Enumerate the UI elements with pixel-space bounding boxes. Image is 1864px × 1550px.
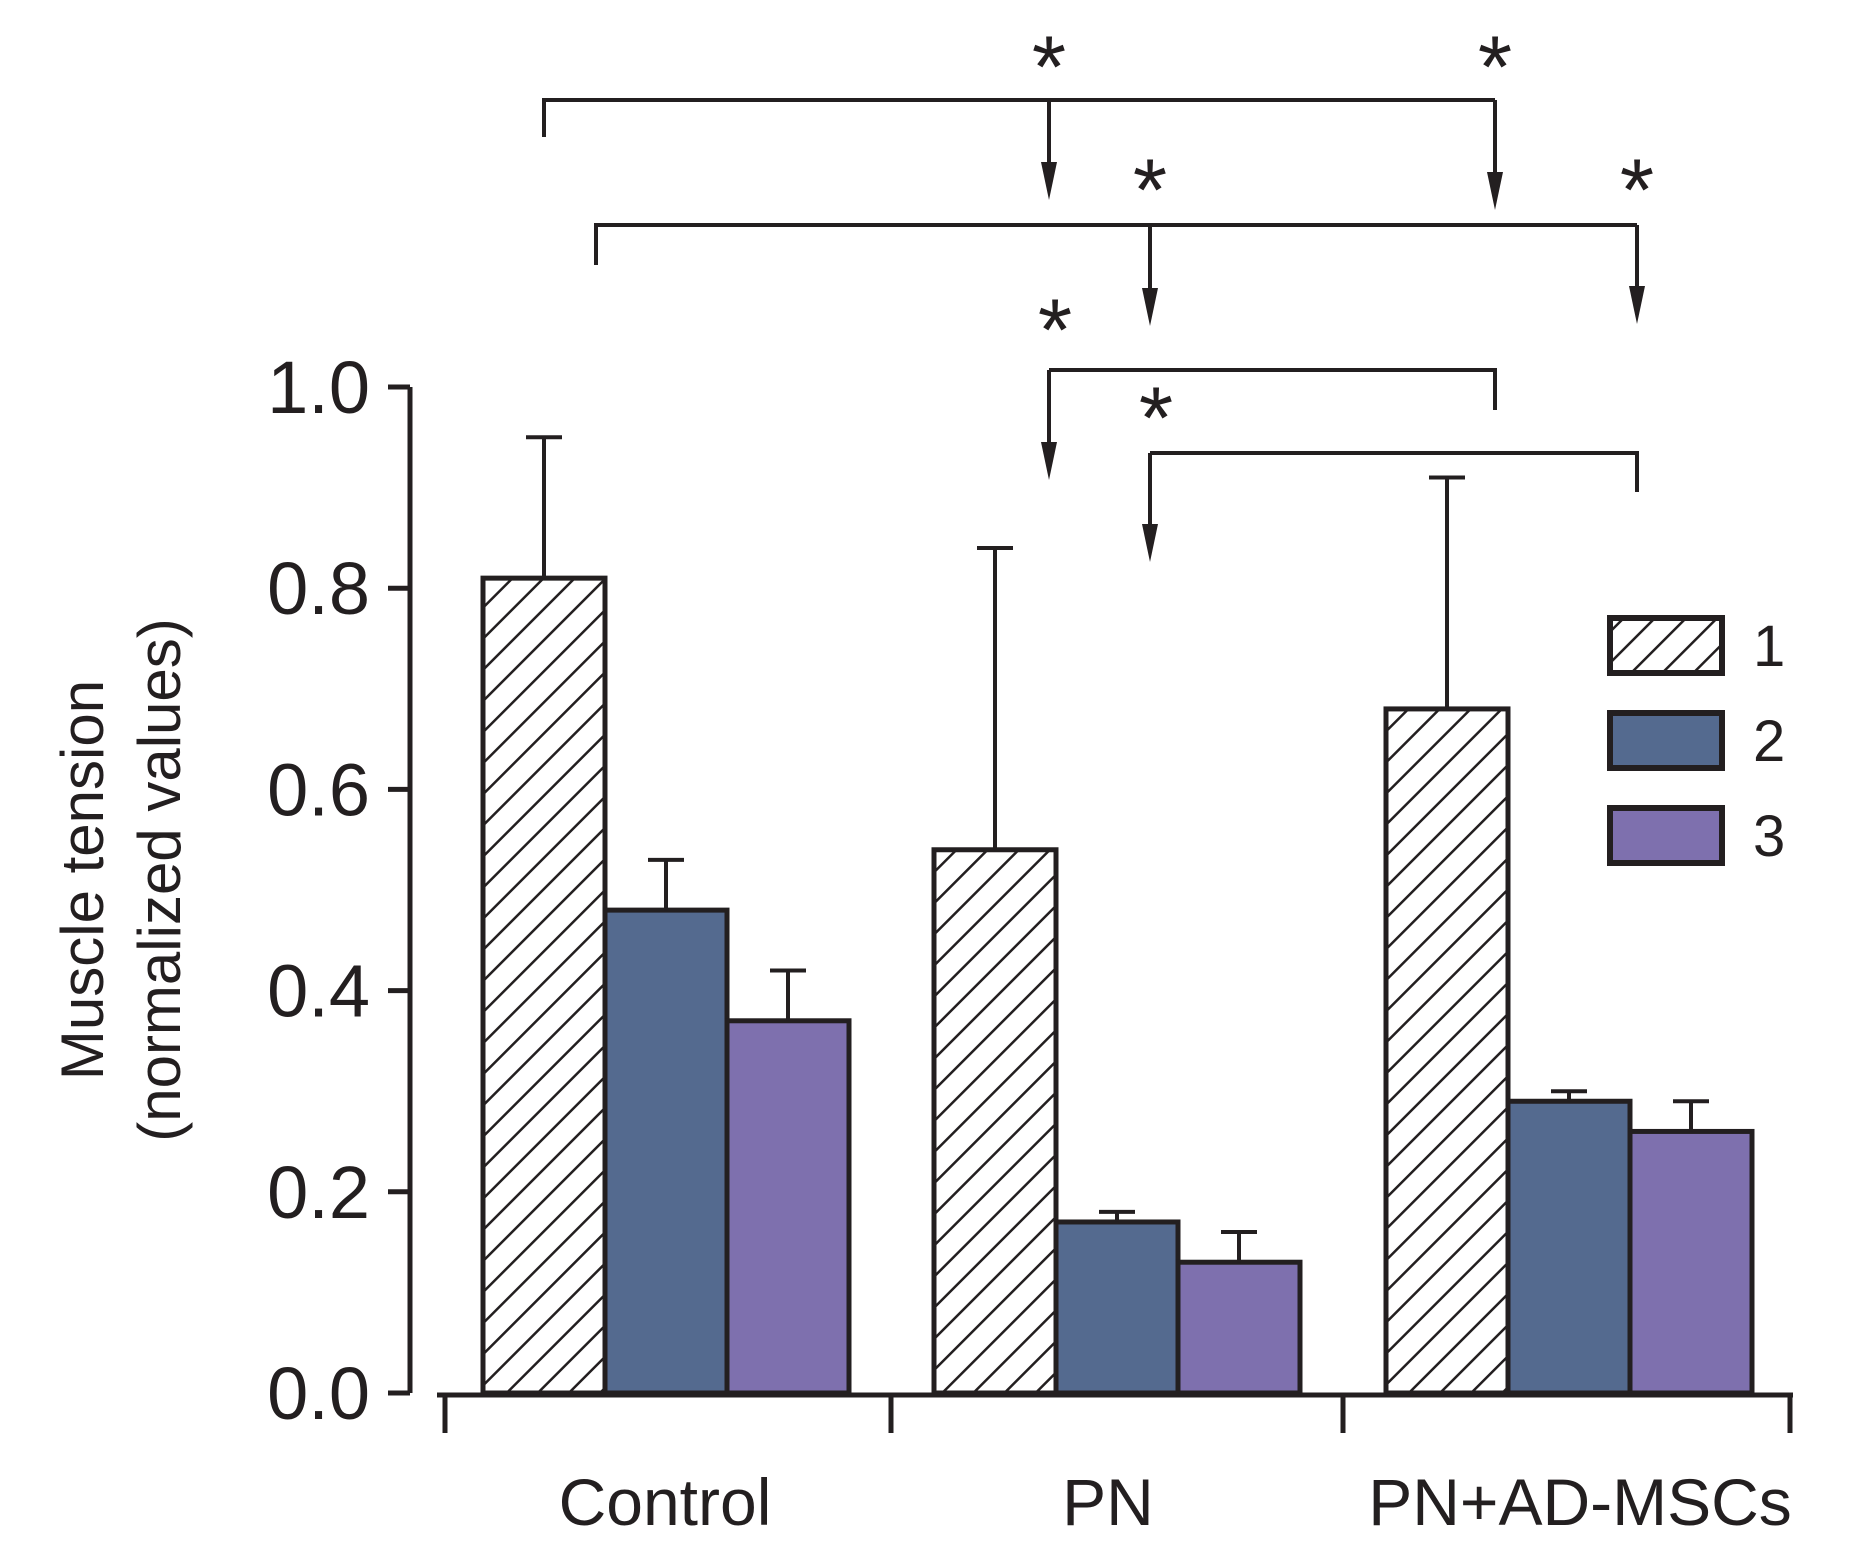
significance-star: * — [1133, 140, 1167, 239]
bracket — [1049, 368, 1497, 410]
bar — [724, 1018, 852, 1396]
arrow-head — [1041, 442, 1057, 480]
y-tick-label: 0.2 — [267, 1151, 370, 1234]
arrow-head — [1629, 286, 1645, 324]
bracket — [594, 223, 1637, 265]
x-category-label: PN — [1062, 1465, 1154, 1539]
significance-star: * — [1139, 368, 1173, 467]
y-tick-label: 0.6 — [267, 748, 370, 831]
x-category-label: Control — [559, 1465, 772, 1539]
significance-star: * — [1620, 140, 1654, 239]
legend-swatch — [1607, 710, 1725, 771]
legend-swatch — [1607, 805, 1725, 866]
legend-label: 1 — [1753, 614, 1785, 679]
y-axis-title-line2: (normalized values) — [126, 618, 193, 1142]
y-tick-label: 0.0 — [267, 1352, 370, 1435]
arrow-head — [1142, 288, 1158, 326]
legend: 1 2 3 — [1607, 614, 1785, 869]
bar — [931, 847, 1059, 1396]
error-bars — [526, 435, 1709, 1263]
bars — [480, 575, 1755, 1396]
y-tick-label: 0.8 — [267, 547, 370, 630]
x-axis: Control PN PN+AD-MSCs — [437, 1392, 1793, 1539]
x-category-label: PN+AD-MSCs — [1368, 1465, 1792, 1539]
significance-star: * — [1478, 17, 1512, 116]
legend-label: 3 — [1753, 804, 1785, 869]
bar — [1053, 1219, 1181, 1396]
arrow-head — [1487, 172, 1503, 210]
y-axis: 0.0 0.2 0.4 0.6 0.8 1.0 — [267, 346, 413, 1435]
arrow-head — [1041, 162, 1057, 200]
y-axis-title-line1: Muscle tension — [49, 680, 116, 1080]
bar — [1627, 1128, 1755, 1396]
significance-star: * — [1038, 280, 1072, 379]
bar — [1505, 1098, 1633, 1396]
legend-swatch — [1607, 615, 1725, 676]
bracket — [542, 98, 1495, 137]
bar — [480, 575, 608, 1396]
bracket — [1150, 451, 1639, 492]
y-tick-label: 1.0 — [267, 346, 370, 429]
significance-brackets: * * * * * * — [542, 17, 1654, 562]
bar — [602, 907, 730, 1396]
bar — [1175, 1259, 1303, 1396]
arrow-head — [1142, 524, 1158, 562]
significance-star: * — [1032, 17, 1066, 116]
legend-label: 2 — [1753, 709, 1785, 774]
bar — [1383, 706, 1511, 1396]
y-tick-label: 0.4 — [267, 950, 370, 1033]
